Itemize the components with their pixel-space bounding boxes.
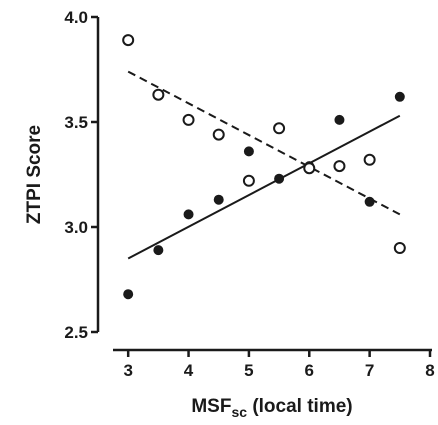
y-tick-label: 3.0 — [64, 218, 88, 237]
y-tick-label: 2.5 — [64, 323, 88, 342]
x-tick-label: 5 — [244, 361, 253, 380]
open-data-point — [333, 160, 346, 173]
filled-data-point — [213, 194, 224, 205]
x-tick-label: 6 — [305, 361, 314, 380]
filled-data-point — [394, 91, 405, 102]
axes-layer — [91, 15, 432, 357]
data-points-layer — [122, 34, 406, 300]
open-data-point — [212, 128, 225, 141]
x-axis-label: MSFsc (local time) — [191, 396, 352, 420]
filled-data-point — [274, 173, 285, 184]
filled-data-point — [334, 114, 345, 125]
filled-data-point — [183, 209, 194, 220]
x-axis-label-suffix: (local time) — [247, 396, 353, 417]
filled-data-point — [364, 196, 375, 207]
filled-data-point — [243, 146, 254, 157]
x-axis-label-subscript: sc — [231, 404, 247, 420]
open-data-point — [242, 174, 255, 187]
open-data-point — [273, 122, 286, 135]
filled-data-point — [123, 289, 134, 300]
open-data-point — [182, 113, 195, 126]
y-axis-label: ZTPI Score — [24, 125, 45, 224]
x-tick-label: 7 — [365, 361, 374, 380]
y-tick-label: 4.0 — [64, 8, 88, 27]
axis-labels-layer: 2.5 3.0 3.5 4.0 3 4 5 6 7 8 ZTPI Score MSFsc (local… — [24, 8, 435, 420]
regression-line-series-1 — [127, 114, 401, 260]
open-data-point — [303, 162, 316, 175]
y-tick-label: 3.5 — [64, 113, 88, 132]
open-data-point — [152, 88, 165, 101]
open-data-point — [363, 153, 376, 166]
x-tick-label: 8 — [425, 361, 434, 380]
fit-lines-layer — [127, 70, 401, 260]
x-tick-label: 3 — [123, 361, 132, 380]
open-data-point — [393, 242, 406, 254]
regression-line-series-2 — [127, 70, 401, 216]
filled-data-point — [153, 245, 164, 256]
open-data-point — [122, 34, 135, 47]
x-tick-label: 4 — [184, 361, 194, 380]
x-axis-label-main: MSF — [191, 396, 231, 417]
